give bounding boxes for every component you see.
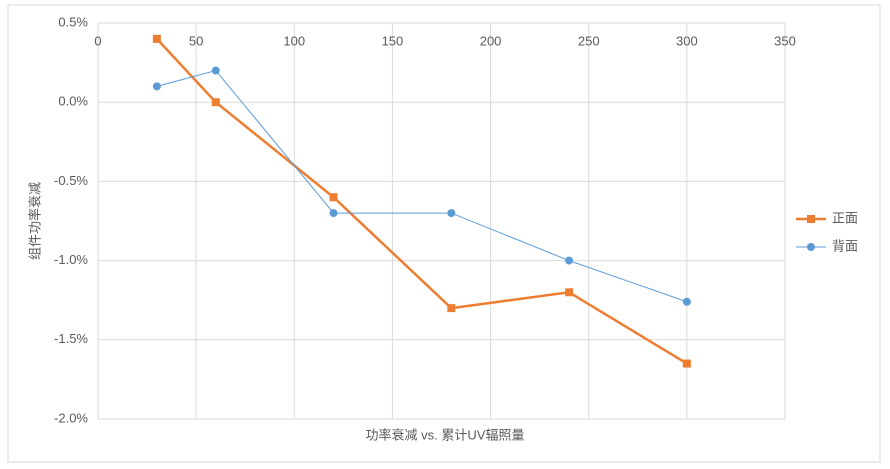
x-tick-label: 200 xyxy=(480,33,502,48)
data-point xyxy=(447,304,456,313)
data-point xyxy=(211,66,220,75)
data-point xyxy=(329,209,338,218)
legend-marker xyxy=(807,243,815,251)
x-axis-title: 功率衰减 vs. 累计UV辐照量 xyxy=(366,427,525,442)
legend-label: 正面 xyxy=(832,210,858,225)
y-tick-label: 0.5% xyxy=(58,14,88,29)
series-line xyxy=(155,37,688,365)
data-point xyxy=(682,359,691,368)
y-tick-label: 0.0% xyxy=(58,94,88,109)
x-tick-label: 0 xyxy=(94,33,101,48)
data-point xyxy=(152,82,161,91)
data-point xyxy=(211,98,220,107)
data-point xyxy=(565,256,574,265)
legend-marker xyxy=(807,215,815,223)
y-tick-label: -1.0% xyxy=(54,252,88,267)
legend-label: 背面 xyxy=(832,238,858,253)
y-axis-title: 组件功率衰减 xyxy=(27,182,42,260)
x-tick-label: 300 xyxy=(676,33,698,48)
series-line xyxy=(156,69,688,303)
y-tick-label: -1.5% xyxy=(54,331,88,346)
data-point xyxy=(329,193,338,202)
data-point xyxy=(682,297,691,306)
data-point xyxy=(565,288,574,297)
x-tick-label: 50 xyxy=(189,33,203,48)
y-tick-label: -0.5% xyxy=(54,173,88,188)
x-tick-label: 150 xyxy=(382,33,404,48)
data-point xyxy=(152,34,161,43)
x-tick-label: 100 xyxy=(283,33,305,48)
data-point xyxy=(447,209,456,218)
x-tick-label: 250 xyxy=(578,33,600,48)
y-tick-label: -2.0% xyxy=(54,410,88,425)
chart-border xyxy=(7,4,881,463)
x-tick-label: 350 xyxy=(774,33,796,48)
